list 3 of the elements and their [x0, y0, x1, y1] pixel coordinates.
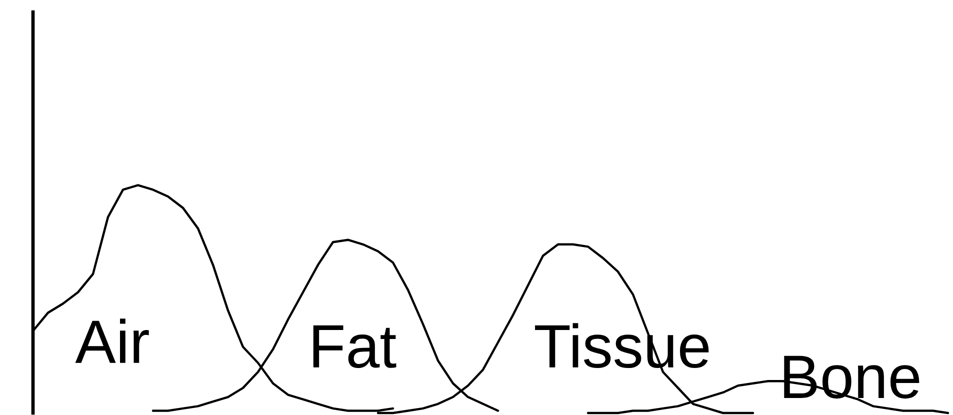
series-label: Bone	[784, 356, 920, 399]
series-label: Air	[75, 318, 149, 363]
series-label: Fat	[313, 325, 396, 368]
